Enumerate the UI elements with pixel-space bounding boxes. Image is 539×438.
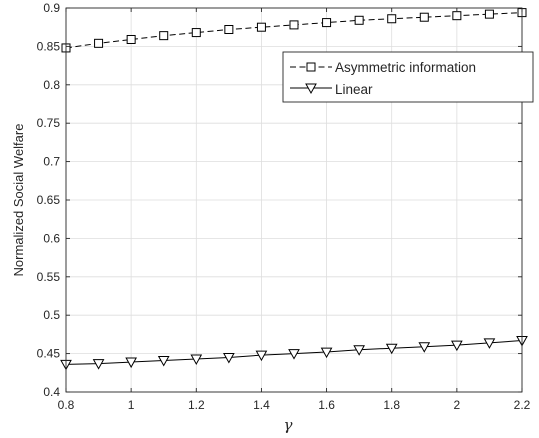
data-point-square: [256, 22, 266, 32]
data-point-square: [419, 12, 429, 22]
data-point-square: [484, 9, 494, 19]
data-point-triangle: [255, 350, 268, 362]
y-axis-title: Normalized Social Welfare: [11, 124, 26, 277]
y-tick-label: 0.8: [43, 78, 60, 92]
data-point-triangle: [418, 342, 431, 353]
data-point-triangle: [320, 347, 333, 359]
legend-marker-square: [306, 62, 316, 72]
legend-marker-triangle: [305, 83, 317, 95]
data-point-square: [354, 15, 364, 25]
tick-labels: 0.8 1 1.2 1.4 1.6 1.8 2 2.2 0.4 0.45 0.5 0.55 0.6 0.6…: [37, 1, 531, 412]
data-point-triangle: [190, 354, 203, 366]
x-axis-title: γ: [284, 416, 293, 434]
data-point-square: [289, 20, 299, 30]
x-tick-label: 0.8: [58, 398, 75, 412]
data-point-triangle: [288, 349, 300, 360]
y-tick-label: 0.75: [37, 116, 61, 130]
data-point-square: [452, 11, 462, 21]
data-point-square: [191, 28, 201, 38]
x-tick-label: 1.8: [383, 398, 400, 412]
legend-box: [282, 51, 534, 103]
x-tick-label: 2.2: [514, 398, 531, 412]
y-tick-label: 0.45: [37, 347, 61, 361]
data-point-triangle: [353, 345, 365, 356]
data-point-triangle: [451, 340, 463, 352]
data-point-triangle: [223, 352, 235, 364]
y-tick-label: 0.55: [37, 270, 61, 284]
data-point-square: [159, 31, 169, 41]
x-tick-label: 1.6: [318, 398, 335, 412]
y-tick-label: 0.65: [37, 193, 61, 207]
data-point-triangle: [483, 338, 496, 349]
x-tick-label: 1.2: [188, 398, 205, 412]
data-point-triangle: [125, 357, 137, 369]
y-tick-label: 0.9: [43, 1, 60, 15]
data-point-square: [387, 14, 397, 24]
data-point-triangle: [385, 343, 398, 355]
data-point-triangle: [157, 356, 170, 367]
y-tick-label: 0.85: [37, 39, 61, 53]
data-point-triangle: [92, 359, 105, 370]
x-tick-label: 1: [128, 398, 135, 412]
y-tick-label: 0.7: [43, 155, 60, 169]
data-point-square: [126, 34, 136, 44]
data-point-square: [224, 25, 234, 35]
x-tick-label: 1.4: [253, 398, 270, 412]
y-tick-label: 0.6: [43, 231, 60, 245]
x-tick-label: 2: [454, 398, 461, 412]
legend: Asymmetric information Linear: [282, 51, 534, 103]
y-tick-label: 0.5: [43, 308, 60, 322]
legend-label-linear: Linear: [335, 82, 373, 97]
ticks: [65, 7, 523, 393]
y-tick-label: 0.4: [43, 385, 60, 399]
legend-label-asymmetric: Asymmetric information: [335, 60, 476, 75]
data-point-square: [322, 18, 332, 28]
data-point-square: [94, 38, 104, 48]
